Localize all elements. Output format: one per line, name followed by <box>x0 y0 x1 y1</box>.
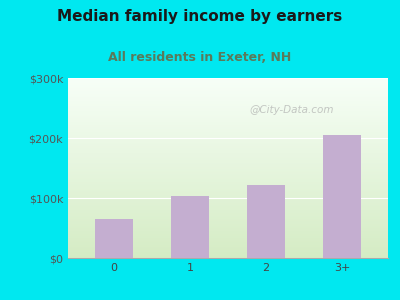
Bar <box>247 185 285 258</box>
Bar <box>171 196 209 258</box>
Text: All residents in Exeter, NH: All residents in Exeter, NH <box>108 51 292 64</box>
Bar <box>323 135 361 258</box>
Bar <box>95 219 133 258</box>
Text: @City-Data.com: @City-Data.com <box>250 105 334 116</box>
Text: Median family income by earners: Median family income by earners <box>57 9 343 24</box>
